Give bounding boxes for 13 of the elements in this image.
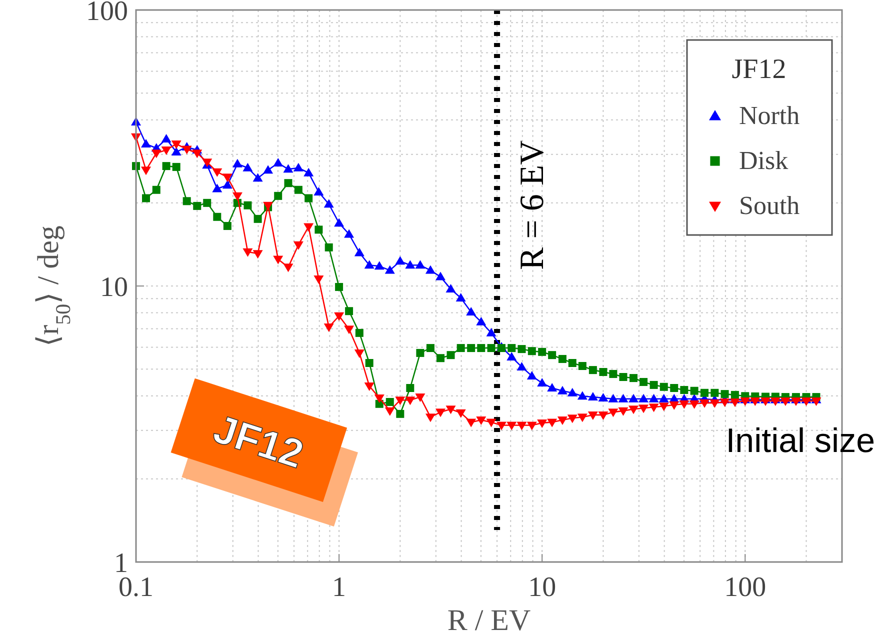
y-tick-label: 100 [86,0,128,27]
ref-line-label: R = 6 EV [514,140,552,270]
annotation: JF12 [208,407,308,478]
x-tick-label: 10 [528,572,556,603]
legend-title: JF12 [732,54,786,85]
x-tick-label: 100 [724,572,766,603]
legend-label: Disk [739,146,788,175]
legend-label: South [739,191,800,220]
legend-label: North [739,101,800,130]
annotation: Initial size [726,422,875,460]
y-tick-label: 10 [100,272,128,303]
x-axis-title: R / EV [447,604,531,637]
x-tick-label: 1 [332,572,346,603]
